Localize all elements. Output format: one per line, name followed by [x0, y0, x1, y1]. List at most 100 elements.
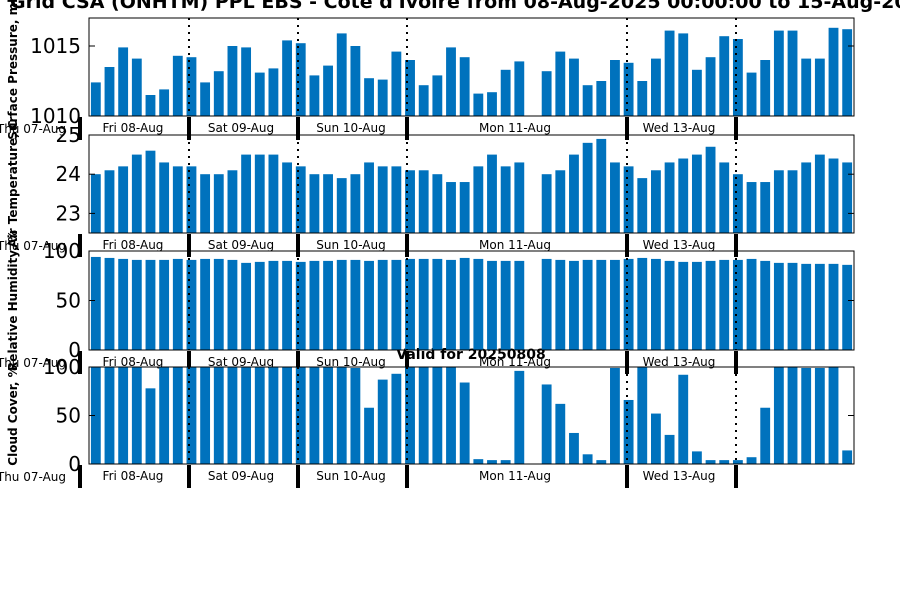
- bar: [787, 367, 798, 464]
- day-label: Sun 10-Aug: [316, 121, 385, 135]
- bar: [473, 258, 484, 350]
- bar: [760, 260, 771, 350]
- bar: [719, 460, 730, 464]
- bar: [336, 178, 347, 233]
- axes-box: [88, 134, 855, 234]
- bar: [254, 72, 265, 116]
- bar: [282, 40, 292, 116]
- bar: [623, 62, 634, 116]
- bar: [309, 75, 320, 116]
- bar: [732, 259, 743, 350]
- y-axis-label: Surface Pressure, mb: [6, 0, 20, 140]
- bar: [651, 170, 661, 233]
- bar: [336, 367, 347, 464]
- bar: [268, 68, 279, 116]
- bar: [664, 162, 675, 233]
- bar: [186, 259, 197, 350]
- bar: [651, 258, 661, 350]
- bar: [828, 263, 839, 350]
- bar: [541, 384, 552, 464]
- bar: [145, 95, 156, 116]
- y-axis-label: Air Temperature, C: [6, 120, 20, 248]
- bar: [760, 407, 771, 464]
- bar: [828, 27, 839, 116]
- bar: [159, 162, 170, 233]
- bar: [773, 30, 784, 117]
- bar: [719, 36, 730, 117]
- bar: [268, 367, 279, 464]
- panels: 1010 1015 Fri 08-Aug Sat 09-Aug Sun 10-Aug Mo…: [0, 0, 855, 488]
- day-label: Wed 13-Aug: [643, 121, 716, 135]
- bar: [746, 182, 757, 233]
- bar: [487, 460, 497, 464]
- y-tick-label: 25: [56, 123, 81, 147]
- y-tick-label: 100: [43, 355, 81, 379]
- bar: [719, 259, 730, 350]
- y-tick-label: 1010: [30, 104, 81, 128]
- bar: [446, 47, 456, 116]
- bar: [514, 370, 525, 464]
- day-label: Sun 10-Aug: [316, 355, 385, 369]
- bar: [159, 259, 170, 350]
- bar: [569, 432, 579, 464]
- bar: [500, 460, 511, 464]
- bar: [131, 367, 142, 464]
- bar: [104, 367, 115, 464]
- bar: [309, 367, 320, 464]
- bar: [241, 262, 252, 350]
- day-label: Wed 13-Aug: [643, 469, 716, 483]
- bar: [732, 174, 743, 233]
- bar: [432, 367, 443, 464]
- bar: [432, 174, 443, 233]
- bar: [159, 367, 170, 464]
- bar: [691, 261, 702, 350]
- bar: [678, 261, 689, 350]
- bar: [282, 260, 292, 350]
- bar: [391, 259, 402, 350]
- bar: [145, 388, 156, 464]
- bar: [377, 259, 388, 350]
- bar: [746, 258, 757, 350]
- bar: [555, 51, 566, 116]
- bar: [350, 367, 361, 464]
- bar: [295, 43, 306, 117]
- bar: [405, 60, 415, 116]
- bar: [172, 166, 183, 233]
- bar: [473, 166, 484, 233]
- day-label: Fri 08-Aug: [103, 238, 164, 252]
- bar: [705, 460, 716, 464]
- bar: [391, 51, 402, 116]
- bar: [350, 46, 361, 116]
- bar: [596, 259, 607, 350]
- bar: [405, 367, 415, 464]
- bar: [691, 69, 702, 116]
- bar: [732, 39, 743, 116]
- bar: [541, 71, 552, 116]
- start-date-label: Thu 07-Aug: [0, 356, 66, 370]
- start-date-label: Thu 07-Aug: [0, 239, 66, 253]
- bar: [541, 258, 552, 350]
- bar: [241, 154, 252, 233]
- bar: [801, 263, 812, 350]
- bar: [555, 259, 566, 350]
- bar: [131, 58, 142, 116]
- start-date-label: Thu 07-Aug: [0, 122, 66, 136]
- bar: [500, 69, 511, 116]
- bar: [814, 367, 825, 464]
- bar: [282, 367, 292, 464]
- bar: [746, 457, 757, 464]
- day-label: Wed 13-Aug: [643, 238, 716, 252]
- day-label: Sat 09-Aug: [208, 121, 274, 135]
- bar: [309, 260, 320, 350]
- bar: [705, 146, 716, 233]
- day-label: Mon 11-Aug: [479, 469, 551, 483]
- y-tick-label: 50: [56, 289, 81, 313]
- bar: [787, 262, 798, 350]
- bar: [459, 57, 470, 116]
- chart-panel-3: 0 50 100 Fri 08-Aug Sat 09-Aug Sun 10-Aug Mon …: [0, 230, 855, 374]
- bar: [254, 261, 265, 350]
- bar: [487, 154, 497, 233]
- bar: [514, 61, 525, 116]
- bar: [623, 399, 634, 464]
